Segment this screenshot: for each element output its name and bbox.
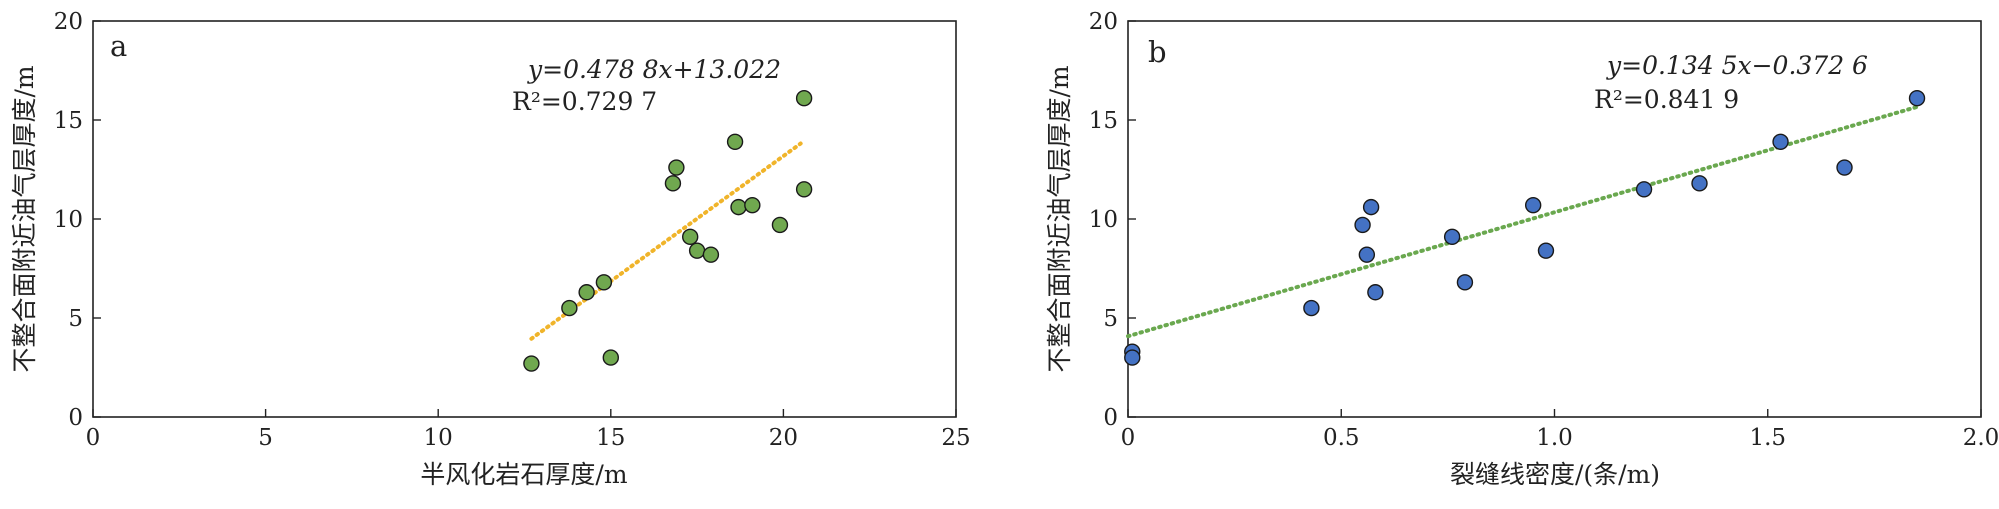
data-point bbox=[1635, 181, 1653, 198]
y-tick-label: 20 bbox=[1089, 9, 1118, 35]
data-point bbox=[1456, 274, 1474, 291]
data-point bbox=[1908, 90, 1926, 107]
y-tick-label: 5 bbox=[68, 306, 83, 332]
data-point bbox=[1836, 159, 1853, 176]
data-point bbox=[523, 355, 540, 372]
data-point bbox=[561, 299, 578, 317]
trendline-b bbox=[1126, 104, 1920, 339]
data-point bbox=[795, 181, 813, 198]
x-tick-label: 10 bbox=[424, 425, 453, 451]
x-tick-label: 0 bbox=[1121, 425, 1136, 451]
data-point bbox=[744, 196, 761, 214]
data-point bbox=[681, 228, 699, 246]
x-tick-label: 0.5 bbox=[1323, 425, 1360, 451]
y-tick-label: 10 bbox=[54, 207, 83, 233]
data-point bbox=[578, 284, 595, 301]
data-point bbox=[771, 216, 789, 234]
data-point bbox=[1358, 246, 1376, 263]
y-axis-label-b: 不整合面附近油气层厚度/m bbox=[1045, 65, 1074, 372]
data-point bbox=[1124, 349, 1141, 366]
data-point bbox=[1443, 228, 1461, 246]
x-tick-label: 25 bbox=[941, 425, 970, 451]
data-point bbox=[795, 90, 813, 107]
data-point bbox=[702, 246, 720, 263]
data-point bbox=[595, 274, 613, 291]
y-axis-label-a: 不整合面附近油气层厚度/m bbox=[10, 65, 39, 372]
x-tick-label: 2.0 bbox=[1963, 425, 1999, 451]
data-point bbox=[602, 349, 619, 366]
data-point bbox=[668, 159, 685, 176]
points-a bbox=[523, 90, 813, 372]
x-tick-label: 0 bbox=[86, 425, 101, 451]
points-b bbox=[1124, 90, 1926, 366]
data-point bbox=[688, 242, 706, 259]
plot-frame-b bbox=[1127, 20, 1982, 418]
data-point bbox=[664, 175, 682, 192]
x-tick-label: 1.5 bbox=[1749, 425, 1786, 451]
x-axis-b: 0 0.5 1.0 1.5 2.0 bbox=[1121, 409, 1999, 451]
y-tick-label: 20 bbox=[54, 9, 83, 35]
y-tick-label: 15 bbox=[1089, 108, 1118, 134]
data-point bbox=[1524, 196, 1542, 214]
y-tick-label: 0 bbox=[1103, 405, 1118, 431]
y-tick-label: 15 bbox=[54, 108, 83, 134]
x-axis-label-a: 半风化岩石厚度/m bbox=[420, 460, 627, 489]
data-point bbox=[1362, 198, 1380, 216]
panel-label-b: b bbox=[1148, 35, 1167, 69]
x-axis-a: 0 5 10 15 20 25 bbox=[86, 409, 971, 451]
y-axis-b: 0 5 10 15 20 bbox=[1089, 9, 1136, 431]
data-point bbox=[1354, 216, 1371, 234]
chart-b: b 0 0.5 1.0 1.5 2.0 0 5 10 15 20 y=0.134 5x−0.37… bbox=[1045, 9, 1999, 489]
panel-label-a: a bbox=[110, 29, 127, 63]
x-tick-label: 1.0 bbox=[1536, 425, 1573, 451]
x-axis-label-b: 裂缝线密度/(条/m) bbox=[1450, 460, 1660, 489]
data-point bbox=[726, 133, 744, 150]
data-point bbox=[1367, 284, 1384, 301]
x-tick-label: 20 bbox=[769, 425, 798, 451]
y-tick-label: 5 bbox=[1103, 306, 1118, 332]
x-tick-label: 5 bbox=[258, 425, 273, 451]
y-axis-a: 0 5 10 15 20 bbox=[54, 9, 101, 431]
r2-a: R²=0.729 7 bbox=[512, 87, 657, 116]
data-point bbox=[730, 198, 747, 216]
data-point bbox=[1691, 175, 1708, 192]
y-tick-label: 0 bbox=[68, 405, 83, 431]
trendline bbox=[1126, 104, 1920, 339]
plot-frame-a bbox=[92, 20, 957, 418]
r2-b: R²=0.841 9 bbox=[1594, 85, 1739, 114]
equation-a: y=0.478 8x+13.022 bbox=[527, 55, 781, 84]
data-point bbox=[1303, 299, 1320, 317]
data-point bbox=[1772, 133, 1789, 150]
y-tick-label: 10 bbox=[1089, 207, 1118, 233]
x-tick-label: 15 bbox=[596, 425, 625, 451]
data-point bbox=[1537, 242, 1555, 259]
equation-b: y=0.134 5x−0.372 6 bbox=[1606, 51, 1868, 80]
